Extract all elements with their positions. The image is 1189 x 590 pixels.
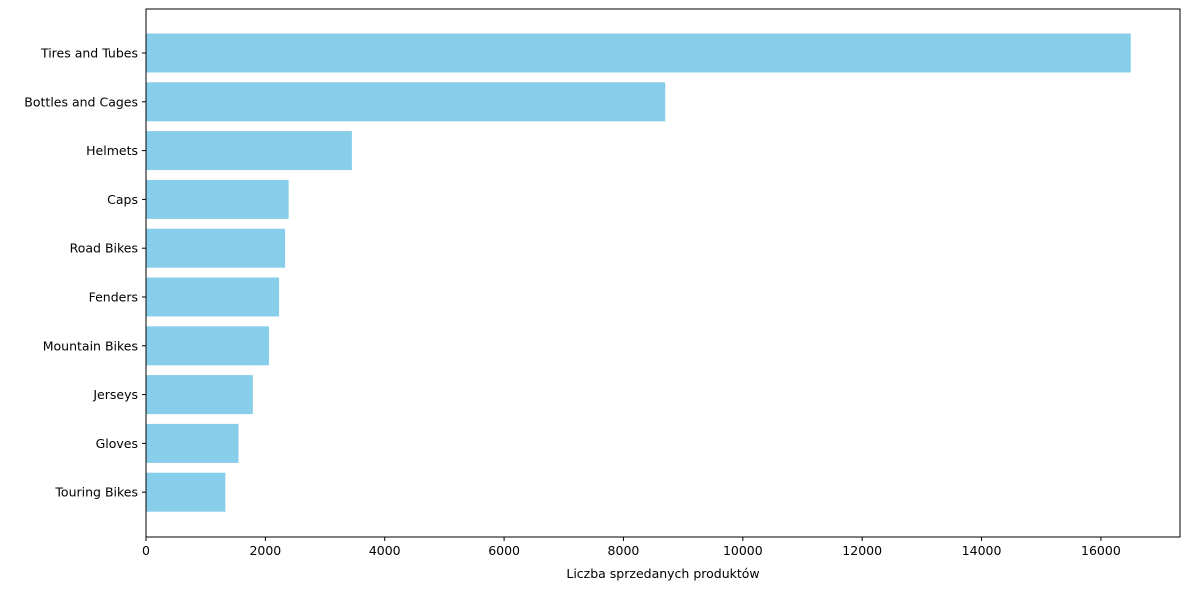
x-tick-label: 10000 [723, 543, 763, 558]
bar [146, 179, 289, 219]
x-tick-label: 16000 [1081, 543, 1121, 558]
plot-frame [145, 8, 1181, 538]
y-tick-label: Mountain Bikes [43, 338, 138, 353]
x-tick-label: 12000 [842, 543, 882, 558]
y-tick-label: Touring Bikes [54, 485, 138, 500]
y-axis: Tires and Tubes Bottles and Cages Helmets C… [24, 46, 146, 500]
x-tick-label: 2000 [249, 543, 281, 558]
bar [146, 472, 226, 512]
x-axis-label: Liczba sprzedanych produktów [566, 566, 759, 581]
bar [146, 131, 352, 171]
x-tick-label: 14000 [962, 543, 1002, 558]
y-tick-label: Jerseys [92, 387, 138, 402]
y-tick-label: Tires and Tubes [40, 46, 138, 61]
bar [146, 375, 253, 415]
x-tick-label: 8000 [608, 543, 640, 558]
y-tick-label: Helmets [86, 143, 138, 158]
bar [146, 33, 1131, 73]
bar [146, 423, 239, 463]
y-tick-label: Fenders [89, 290, 138, 305]
x-tick-label: 4000 [369, 543, 401, 558]
x-tick-label: 0 [142, 543, 150, 558]
y-tick-label: Bottles and Cages [24, 94, 138, 109]
bars-group [146, 33, 1131, 512]
y-tick-label: Road Bikes [70, 241, 138, 256]
bar [146, 82, 666, 122]
x-axis: 0 2000 4000 6000 8000 10000 12000 14000 16000 [142, 537, 1121, 558]
y-tick-label: Caps [107, 192, 138, 207]
y-tick-label: Gloves [96, 436, 138, 451]
bar [146, 277, 280, 317]
bar [146, 326, 269, 366]
bar [146, 228, 286, 268]
x-tick-label: 6000 [488, 543, 520, 558]
